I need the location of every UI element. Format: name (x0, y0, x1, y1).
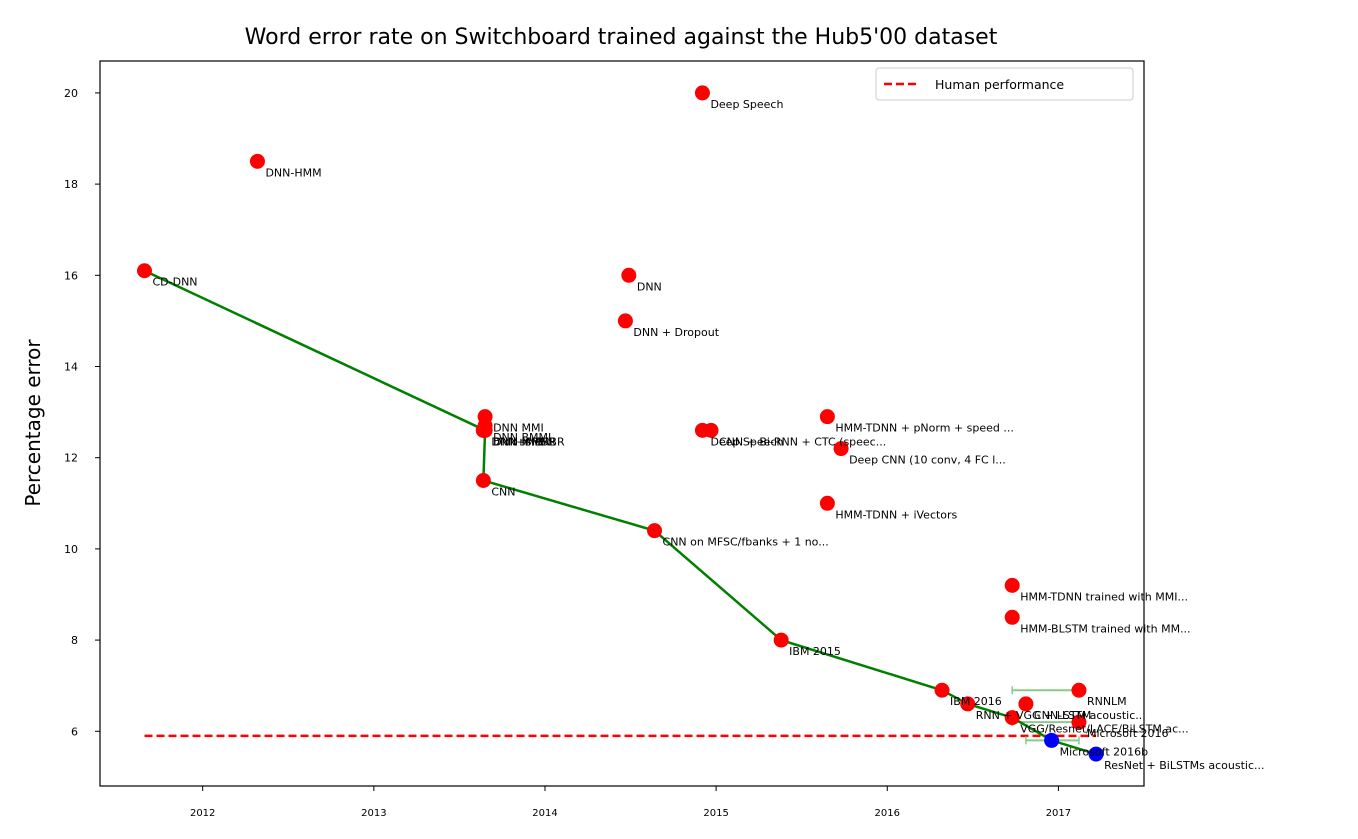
x-tick-label: 2017 (1046, 808, 1071, 819)
point-label: DNN + sMBR (493, 435, 565, 448)
data-point (249, 153, 265, 169)
point-label: ResNet + BiLSTMs acoustic... (1104, 759, 1264, 772)
data-point (773, 632, 789, 648)
data-point (703, 422, 719, 438)
point-label: DNN sMBR (491, 435, 550, 448)
point-label: CNN on MFSC/fbanks + 1 no... (663, 536, 829, 549)
data-point (934, 682, 950, 698)
point-label: DNN (637, 280, 662, 293)
point-label: Microsoft 2016 (1087, 727, 1169, 740)
data-point (617, 313, 633, 329)
best-data-point (1044, 732, 1060, 748)
chart-title: Word error rate on Switchboard trained a… (245, 25, 998, 50)
x-tick-label: 2015 (703, 808, 728, 819)
data-point (136, 263, 152, 279)
x-tick-label: 2013 (361, 808, 386, 819)
point-label: DNN MMI (493, 422, 544, 435)
data-point (1071, 682, 1087, 698)
point-label: IBM 2015 (789, 645, 841, 658)
legend: Human performance (875, 67, 1134, 101)
y-tick-label: 8 (71, 634, 78, 647)
x-tick-label: 2014 (532, 808, 557, 819)
point-label: DNN MPE (493, 435, 545, 448)
point-label: CNN-LSTM (1034, 709, 1091, 722)
data-point (477, 422, 493, 438)
data-point (1004, 577, 1020, 593)
plot-area (100, 61, 1144, 786)
point-label: Deep Speech (710, 435, 783, 448)
point-label: CNN (491, 485, 515, 498)
y-tick-label: 18 (64, 178, 78, 191)
point-label: RNNLM (1087, 695, 1127, 708)
point-label: DNN BMMI (493, 431, 551, 444)
point-label: IBM 2016 (950, 695, 1002, 708)
legend-human-label: Human performance (935, 77, 1064, 92)
x-tick-label: 2016 (875, 808, 900, 819)
point-label: HMM-BLSTM trained with MM... (1020, 622, 1190, 635)
point-label: DNN-HMM (265, 166, 321, 179)
data-point (647, 523, 663, 539)
data-point (1071, 714, 1087, 730)
point-label: CNN + Bi-RNN + CTC (speec... (719, 435, 886, 448)
point-label: Deep Speech (710, 98, 783, 111)
y-tick-label: 20 (64, 87, 78, 100)
y-tick-label: 16 (64, 269, 78, 282)
data-point (833, 441, 849, 457)
data-point (694, 85, 710, 101)
y-tick-label: 6 (71, 725, 78, 738)
point-label: VGG/Resnet/LACE/BiLSTM ac... (1020, 723, 1188, 736)
data-point (1004, 710, 1020, 726)
data-point (475, 472, 491, 488)
point-label: HMM-TDNN + pNorm + speed ... (835, 422, 1013, 435)
point-label: Microsoft 2016b (1060, 745, 1149, 758)
data-point (1018, 696, 1034, 712)
data-point (819, 409, 835, 425)
data-point (621, 267, 637, 283)
point-label: HMM-TDNN trained with MMI... (1020, 590, 1188, 603)
y-tick-label: 14 (64, 361, 78, 374)
plot-frame (99, 60, 1145, 787)
point-label: DNN+sMBR (491, 435, 556, 448)
frontier-line (143, 269, 1097, 756)
best-data-point (1088, 746, 1104, 762)
point-label: HMM-TDNN + iVectors (835, 508, 957, 521)
y-axis-label: Percentage error (21, 339, 45, 507)
point-label: CD-DNN (152, 276, 197, 289)
data-point (960, 696, 976, 712)
point-label: Deep CNN (10 conv, 4 FC l... (849, 454, 1006, 467)
data-point (819, 495, 835, 511)
data-point (1004, 609, 1020, 625)
legend-box (875, 67, 1134, 101)
point-label: DNN + Dropout (633, 326, 719, 339)
y-tick-label: 12 (64, 452, 78, 465)
y-tick-label: 10 (64, 543, 78, 556)
point-label: RNN + VGG + LSTM acoustic... (976, 709, 1146, 722)
x-tick-label: 2012 (190, 808, 215, 819)
